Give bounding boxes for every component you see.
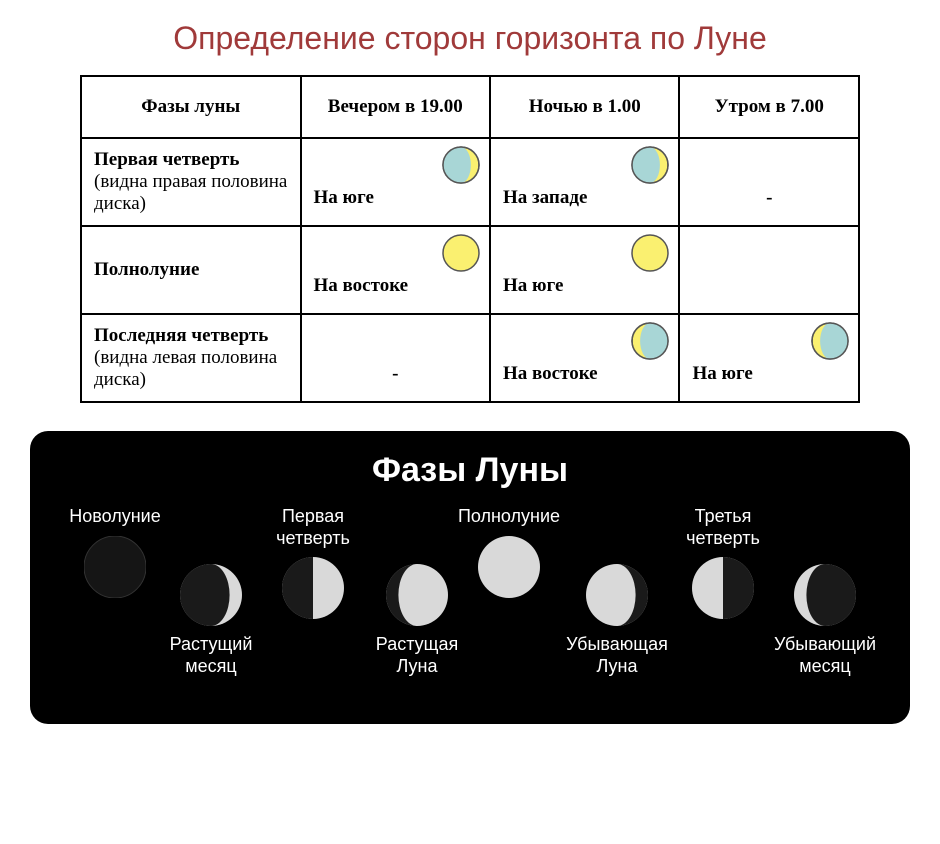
phase-item-first-quarter: Первая четверть (258, 506, 368, 619)
table-row: Последняя четверть (видна левая половина… (81, 314, 859, 402)
phase-label: Третья четверть (668, 506, 778, 549)
direction-table: Фазы луны Вечером в 19.00 Ночью в 1.00 У… (80, 75, 860, 403)
table-row: Первая четверть (видна правая половина д… (81, 138, 859, 226)
phase-item-waning-gibbous: Убывающая Луна (562, 564, 672, 677)
moon-icon-last-quarter (630, 321, 670, 367)
phase-label: Полнолуние (454, 506, 564, 528)
moon-icon-waning-crescent (794, 564, 856, 626)
cell-text: На западе (503, 187, 587, 209)
moon-icon-full (630, 233, 670, 279)
moon-icon-waxing-crescent (180, 564, 242, 626)
page-title: Определение сторон горизонта по Луне (30, 20, 910, 57)
col-header-3: Утром в 7.00 (679, 76, 859, 138)
phase-item-full: Полнолуние (454, 506, 564, 598)
moon-icon-first-quarter (630, 145, 670, 191)
moon-icon-waning-gibbous (586, 564, 648, 626)
moon-icon-full (478, 536, 540, 598)
moon-icon-new (84, 536, 146, 598)
moon-icon-first-quarter (282, 557, 344, 619)
phase-item-waxing-crescent: Растущий месяц (156, 564, 266, 677)
row-label: Последняя четверть (видна левая половина… (81, 314, 301, 402)
phase-label: Растущая Луна (362, 634, 472, 677)
table-cell (679, 226, 859, 314)
phases-panel: Фазы Луны Новолуние Растущий месяц Первая … (30, 431, 910, 724)
moon-icon-last-quarter (692, 557, 754, 619)
col-header-2: Ночью в 1.00 (490, 76, 679, 138)
table-cell: - (679, 138, 859, 226)
cell-text: На юге (503, 275, 563, 297)
table-cell: На юге (301, 138, 491, 226)
row-label: Первая четверть (видна правая половина д… (81, 138, 301, 226)
phase-item-new: Новолуние (60, 506, 170, 598)
table-row: Полнолуние На востоке На юге (81, 226, 859, 314)
phase-label: Первая четверть (258, 506, 368, 549)
table-header-row: Фазы луны Вечером в 19.00 Ночью в 1.00 У… (81, 76, 859, 138)
table-cell: На западе (490, 138, 679, 226)
moon-icon-full (441, 233, 481, 279)
phase-item-last-quarter: Третья четверть (668, 506, 778, 619)
table-cell: - (301, 314, 491, 402)
moon-icon-first-quarter (441, 145, 481, 191)
phase-label: Новолуние (60, 506, 170, 528)
table-cell: На востоке (301, 226, 491, 314)
cell-text: На юге (692, 363, 752, 385)
phase-label: Убывающая Луна (562, 634, 672, 677)
phase-item-waning-crescent: Убывающий месяц (770, 564, 880, 677)
phase-label: Растущий месяц (156, 634, 266, 677)
table-cell: На востоке (490, 314, 679, 402)
row-label: Полнолуние (81, 226, 301, 314)
moon-icon-waxing-gibbous (386, 564, 448, 626)
phase-label: Убывающий месяц (770, 634, 880, 677)
moon-icon-last-quarter (810, 321, 850, 367)
col-header-0: Фазы луны (81, 76, 301, 138)
cell-text: На востоке (503, 363, 598, 385)
cell-text: - (392, 363, 398, 385)
phases-grid: Новолуние Растущий месяц Первая четверть Ра… (54, 506, 886, 696)
cell-text: На востоке (314, 275, 409, 297)
table-cell: На юге (679, 314, 859, 402)
col-header-1: Вечером в 19.00 (301, 76, 491, 138)
cell-text: - (766, 187, 772, 209)
table-cell: На юге (490, 226, 679, 314)
cell-text: На юге (314, 187, 374, 209)
phases-title: Фазы Луны (54, 451, 886, 490)
